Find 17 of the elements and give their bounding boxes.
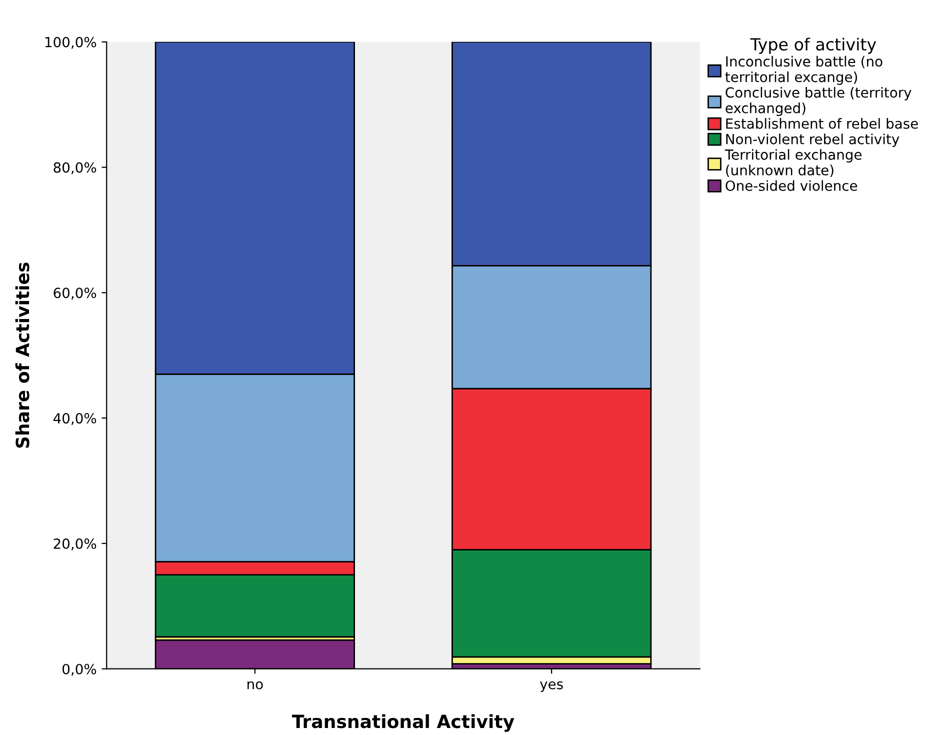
y-tick-label: 80,0%: [54, 162, 96, 174]
x-axis-title: Transnational Activity: [292, 714, 514, 732]
y-tick-label: 0,0%: [62, 664, 96, 676]
legend-label: Conclusive battle (territory exchanged): [726, 86, 912, 116]
y-axis-title: Share of Activities: [15, 262, 30, 448]
legend-label: Inconclusive battle (no territorial excange): [725, 56, 882, 85]
x-tick-label: no: [248, 681, 263, 690]
y-tick-label: 20,0%: [54, 538, 96, 550]
legend-label: Non-violent rebel activity: [726, 134, 900, 148]
y-tick-label: 60,0%: [54, 288, 96, 300]
legend-title: Type of activity: [750, 38, 876, 54]
legend-label: Territorial exchange (unknown date): [724, 149, 862, 178]
legend-label: Establishment of rebel base: [726, 118, 918, 129]
y-tick-label: 100,0%: [45, 36, 96, 49]
y-tick-label: 40,0%: [53, 413, 96, 425]
x-tick-label: yes: [540, 681, 563, 692]
legend-label: One-sided violence: [726, 180, 858, 191]
